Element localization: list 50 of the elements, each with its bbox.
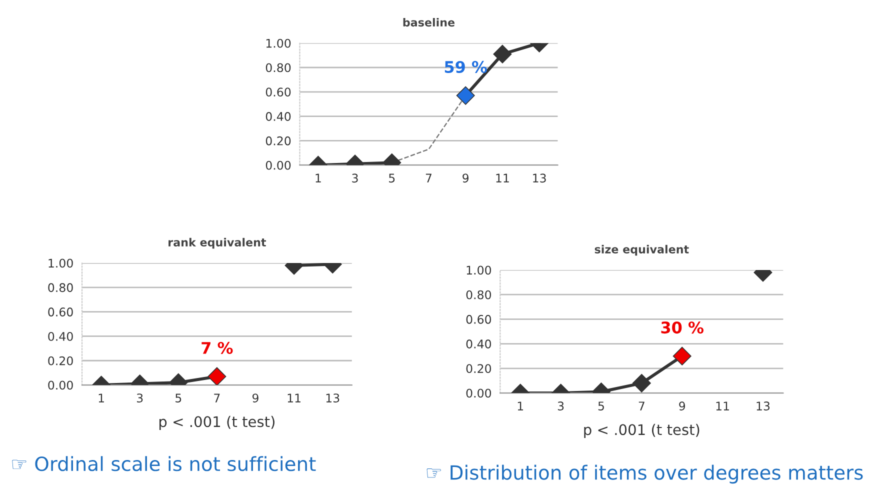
x-tick-label: 3: [136, 394, 143, 402]
x-tick-label: 3: [558, 402, 564, 410]
y-tick-label: 0.40: [266, 112, 291, 121]
x-tick-label: 11: [288, 394, 300, 402]
x-tick-label: 13: [326, 394, 340, 402]
y-tick-label: 0.20: [466, 364, 492, 374]
chart-title: baseline: [403, 18, 455, 27]
x-tick-label: 11: [496, 174, 509, 182]
y-tick-label: 0.00: [48, 380, 73, 390]
x-tick-label: 7: [214, 394, 220, 402]
x-tick-label: 1: [316, 174, 321, 182]
x-tick-label: 13: [533, 174, 546, 183]
y-tick-label: 0.80: [48, 283, 73, 292]
y-tick-label: 0.60: [266, 88, 291, 97]
text: ☞ Ordinal scale is not sufficient: [12, 456, 316, 472]
x-tick-label: 5: [598, 402, 604, 410]
x-axis-title: p < .001 (t test): [159, 416, 274, 430]
annotation: 30 %: [661, 321, 704, 334]
x-tick-label: 9: [679, 402, 686, 410]
y-tick-label: 0.00: [266, 160, 291, 170]
y-tick-label: 0.80: [466, 290, 492, 300]
annotation: 7 %: [202, 342, 233, 354]
chart-title: rank equivalent: [168, 238, 266, 249]
x-tick-label: 9: [462, 174, 469, 183]
x-tick-label: 13: [756, 402, 770, 410]
y-tick-label: 0.00: [466, 388, 492, 398]
annotation: 59 %: [444, 60, 487, 74]
y-tick-label: 0.20: [48, 356, 73, 366]
x-tick-label: 1: [518, 402, 524, 410]
y-tick-label: 0.60: [466, 314, 492, 324]
y-tick-label: 1.00: [266, 38, 291, 48]
x-tick-label: 5: [389, 174, 395, 183]
y-tick-label: 0.80: [266, 63, 291, 72]
x-tick-label: 7: [426, 174, 432, 182]
point: [456, 86, 475, 105]
y-tick-label: 1.00: [466, 266, 492, 275]
x-tick-label: 9: [252, 394, 258, 402]
x-axis-title: p < .001 (t test): [584, 424, 700, 438]
y-tick-label: 0.60: [48, 308, 73, 316]
x-tick-label: 1: [98, 394, 104, 402]
x-tick-label: 7: [638, 402, 644, 410]
x-tick-label: 3: [352, 174, 358, 183]
y-tick-label: 1.00: [48, 258, 73, 268]
chart-title: size equivalent: [594, 244, 689, 256]
x-tick-label: 11: [716, 402, 729, 410]
y-tick-label: 0.20: [266, 136, 291, 146]
text: ☞ Distribution of items over degrees matters: [426, 464, 863, 484]
y-tick-label: 0.40: [466, 340, 492, 348]
y-tick-label: 0.40: [48, 332, 73, 341]
x-tick-label: 5: [176, 394, 182, 402]
